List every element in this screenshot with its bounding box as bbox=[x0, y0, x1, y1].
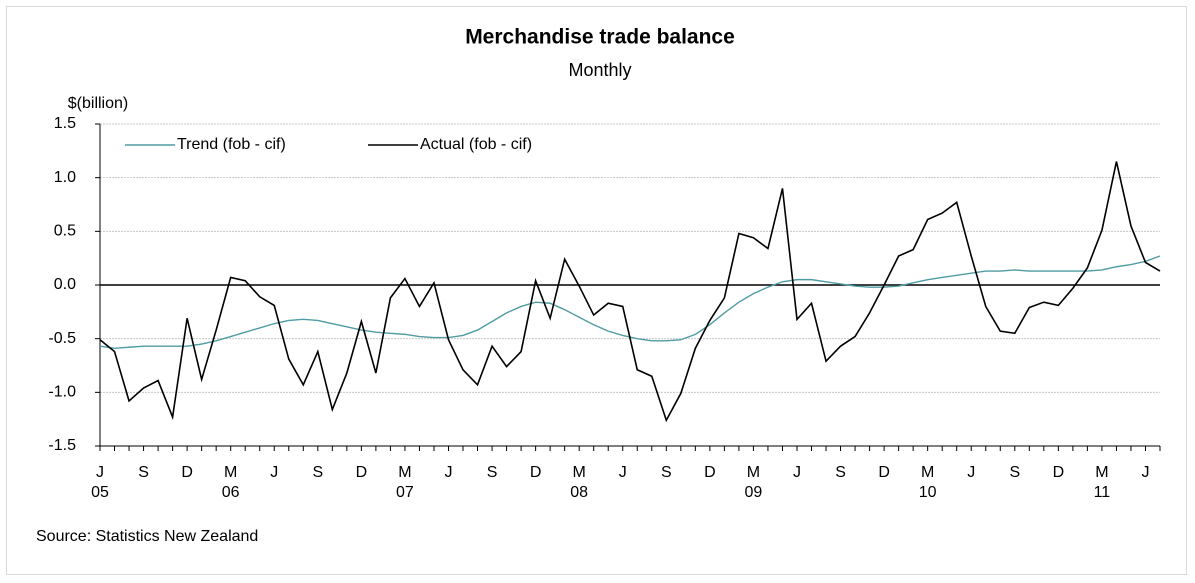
y-tick-label: 0.5 bbox=[54, 223, 76, 240]
y-tick-label: 1.5 bbox=[54, 115, 76, 132]
x-tick-label: M 06 bbox=[221, 464, 240, 501]
x-tick-label: D bbox=[1052, 464, 1065, 481]
x-tick-label: J bbox=[1141, 464, 1150, 481]
x-tick-label: S bbox=[312, 464, 324, 481]
x-tick-label: D bbox=[529, 464, 542, 481]
x-tick-label: J 05 bbox=[91, 464, 109, 501]
x-tick-label: J bbox=[270, 464, 279, 481]
x-tick-label: S bbox=[486, 464, 498, 481]
y-tick-label: 0.0 bbox=[54, 276, 76, 293]
x-tick-label: D bbox=[355, 464, 368, 481]
y-tick-label: 1.0 bbox=[54, 169, 76, 186]
x-tick-label: J bbox=[967, 464, 976, 481]
chart-subtitle: Monthly bbox=[568, 60, 631, 80]
legend-label: Trend (fob - cif) bbox=[177, 136, 286, 153]
series-line bbox=[99, 255, 1161, 350]
x-tick-label: S bbox=[138, 464, 149, 481]
legend-label: Actual (fob - cif) bbox=[420, 136, 532, 153]
chart-title: Merchandise trade balance bbox=[465, 26, 735, 49]
x-tick-label: M 09 bbox=[744, 464, 763, 501]
x-tick-label: J bbox=[618, 464, 627, 481]
y-tick-label: -1.5 bbox=[48, 437, 76, 454]
x-tick-label: S bbox=[835, 464, 846, 481]
y-axis-label: $(billion) bbox=[68, 95, 128, 112]
x-tick-label: M 10 bbox=[918, 464, 937, 501]
series-line bbox=[99, 161, 1161, 423]
x-tick-label: M 11 bbox=[1093, 464, 1111, 501]
y-tick-label: -0.5 bbox=[48, 330, 76, 347]
x-tick-label: D bbox=[704, 464, 716, 481]
x-tick-label: M 07 bbox=[396, 464, 414, 501]
x-tick-label: J bbox=[792, 464, 801, 481]
y-tick-label: -1.0 bbox=[48, 384, 76, 401]
source: Source: Statistics New Zealand bbox=[36, 528, 258, 545]
x-tick-label: D bbox=[878, 464, 890, 481]
x-tick-label: S bbox=[660, 464, 672, 481]
x-tick-label: J bbox=[444, 464, 453, 481]
frame bbox=[6, 6, 1187, 575]
x-tick-label: M 08 bbox=[570, 464, 589, 501]
x-tick-label: S bbox=[1009, 464, 1021, 481]
x-tick-label: D bbox=[181, 464, 193, 481]
